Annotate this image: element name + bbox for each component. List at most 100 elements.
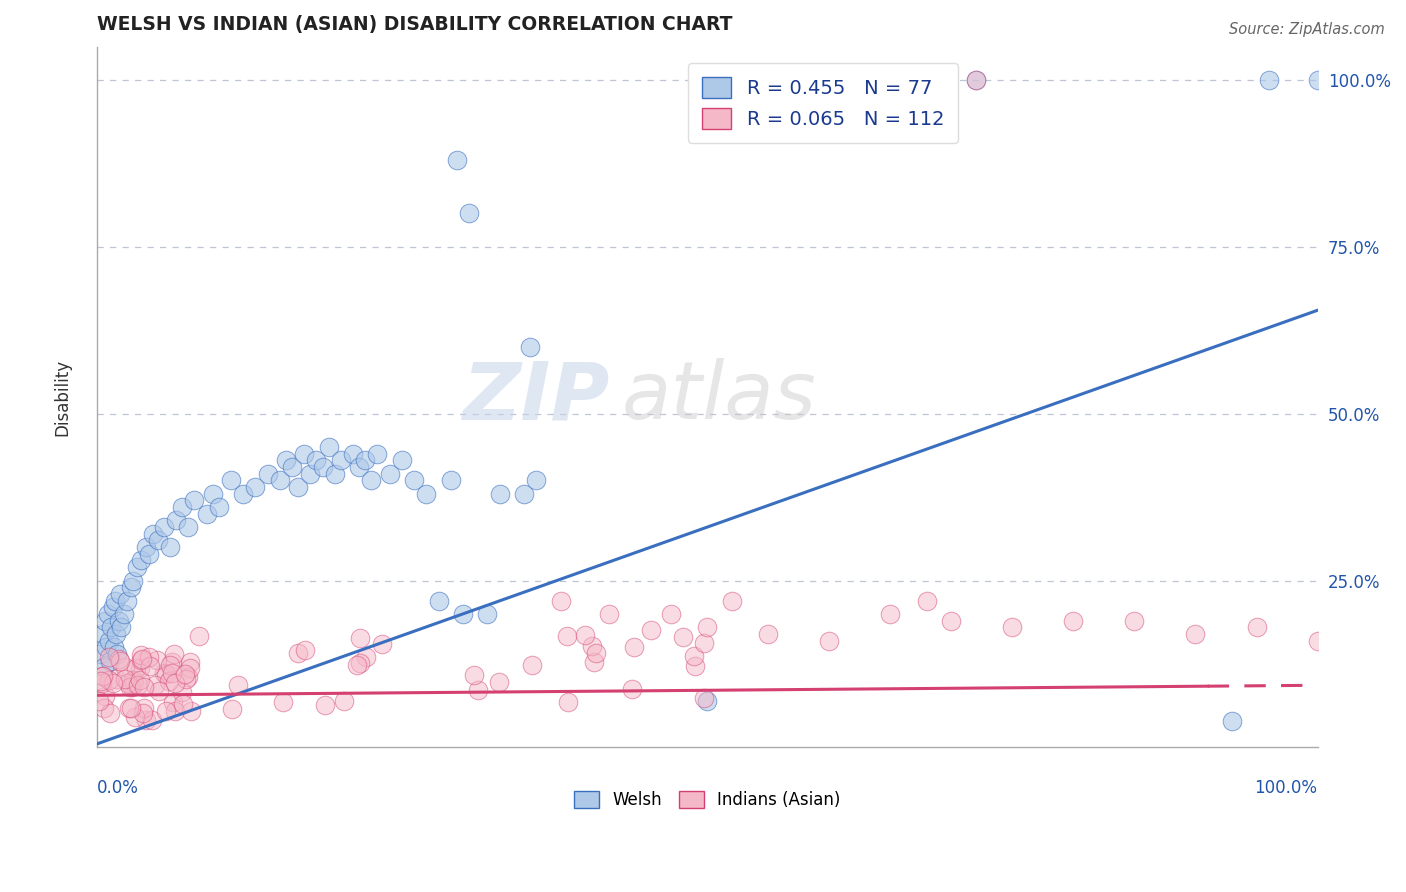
Point [720, 593, 742, 607]
Point [93, 660, 115, 674]
Text: WELSH VS INDIAN (ASIAN) DISABILITY CORRELATION CHART: WELSH VS INDIAN (ASIAN) DISABILITY CORRE… [97, 15, 733, 34]
Point [415, 487, 437, 501]
Point [101, 600, 124, 615]
Point [1220, 714, 1243, 728]
Point [170, 684, 193, 698]
Point [97, 650, 120, 665]
Point [305, 453, 328, 467]
Point [176, 672, 198, 686]
Point [163, 676, 186, 690]
Point [110, 620, 132, 634]
Point [138, 650, 160, 665]
Point [314, 698, 336, 712]
Point [94, 614, 117, 628]
Point [188, 629, 211, 643]
Point [131, 648, 153, 662]
Point [391, 453, 413, 467]
Point [965, 73, 987, 87]
Point [148, 684, 170, 698]
Point [818, 633, 841, 648]
Point [693, 691, 716, 706]
Point [329, 453, 352, 467]
Point [693, 636, 716, 650]
Point [683, 648, 706, 663]
Point [172, 500, 194, 515]
Point [201, 487, 224, 501]
Point [162, 696, 184, 710]
Point [105, 672, 128, 686]
Point [685, 658, 707, 673]
Point [451, 607, 474, 621]
Point [129, 661, 152, 675]
Point [122, 574, 145, 588]
Point [163, 648, 186, 662]
Point [94, 689, 117, 703]
Point [195, 507, 218, 521]
Point [89, 647, 111, 661]
Point [183, 493, 205, 508]
Point [91, 668, 114, 682]
Point [585, 646, 607, 660]
Point [477, 607, 499, 621]
Point [756, 627, 779, 641]
Point [108, 654, 131, 668]
Point [349, 656, 371, 670]
Point [97, 607, 120, 621]
Point [427, 593, 450, 607]
Point [174, 666, 197, 681]
Point [346, 657, 368, 672]
Point [1306, 633, 1329, 648]
Point [323, 467, 346, 481]
Point [378, 467, 401, 481]
Point [122, 673, 145, 687]
Point [621, 682, 644, 697]
Legend: Welsh, Indians (Asian): Welsh, Indians (Asian) [567, 785, 846, 816]
Point [440, 474, 463, 488]
Point [488, 675, 510, 690]
Point [132, 706, 155, 721]
Point [287, 647, 309, 661]
Point [125, 560, 148, 574]
Point [129, 553, 152, 567]
Point [180, 704, 202, 718]
Point [155, 666, 177, 681]
Point [574, 627, 596, 641]
Point [177, 520, 200, 534]
Point [696, 620, 718, 634]
Point [208, 500, 231, 515]
Point [142, 526, 165, 541]
Point [519, 340, 541, 354]
Point [118, 700, 141, 714]
Point [108, 652, 131, 666]
Point [117, 675, 139, 690]
Point [146, 533, 169, 548]
Point [125, 661, 148, 675]
Point [349, 632, 371, 646]
Point [91, 676, 114, 690]
Point [121, 680, 143, 694]
Point [108, 587, 131, 601]
Point [107, 614, 129, 628]
Point [287, 480, 309, 494]
Point [582, 655, 605, 669]
Text: Disability: Disability [53, 359, 72, 435]
Point [96, 640, 118, 655]
Point [1184, 627, 1206, 641]
Text: 100.0%: 100.0% [1254, 779, 1317, 797]
Point [1306, 73, 1329, 87]
Point [155, 704, 177, 718]
Point [274, 453, 297, 467]
Point [115, 593, 138, 607]
Point [342, 447, 364, 461]
Point [221, 702, 243, 716]
Point [97, 633, 120, 648]
Point [118, 680, 141, 694]
Point [87, 693, 110, 707]
Point [172, 697, 194, 711]
Point [97, 673, 120, 687]
Point [159, 658, 181, 673]
Point [179, 655, 201, 669]
Point [143, 678, 166, 692]
Point [138, 659, 160, 673]
Point [1123, 614, 1146, 628]
